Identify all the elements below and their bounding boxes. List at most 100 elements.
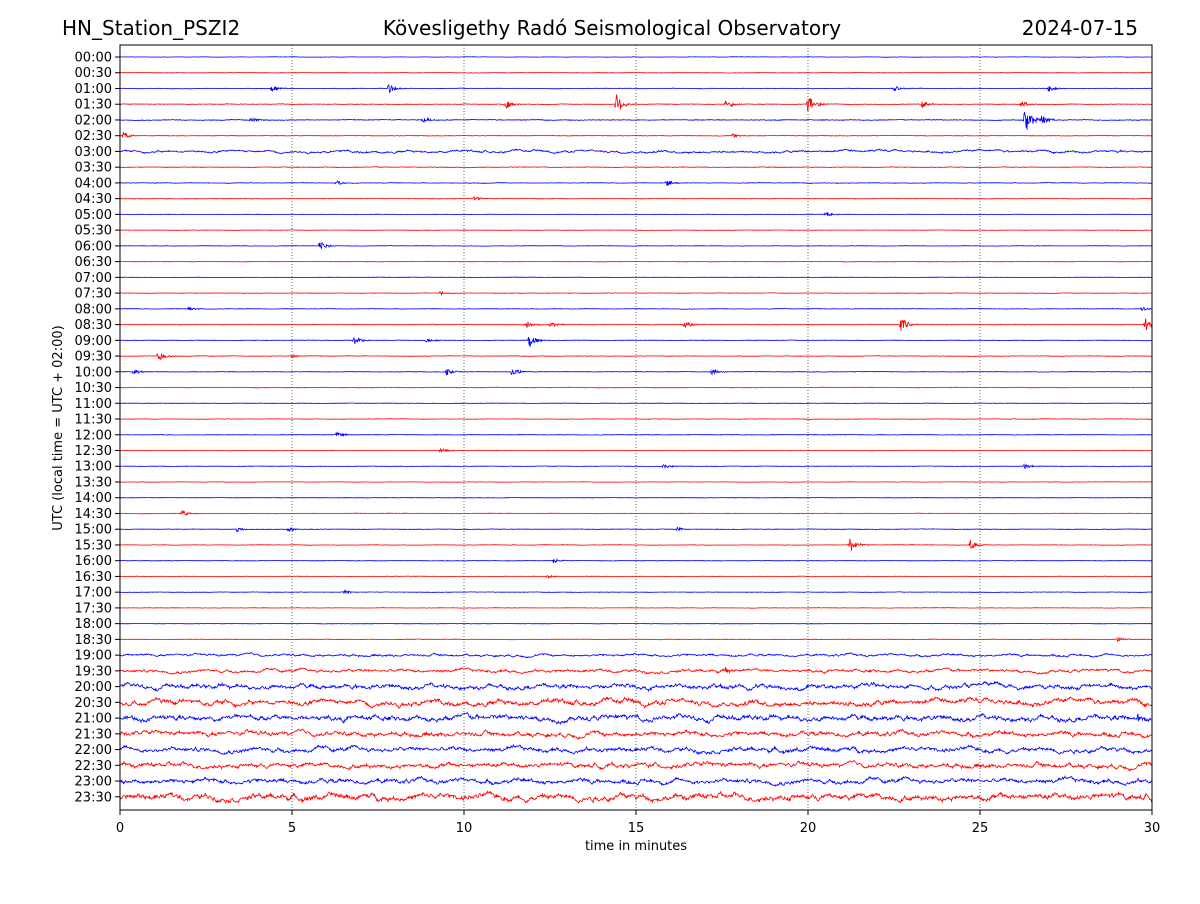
trace-2330 [119, 790, 1153, 804]
y-tick-label: 02:00 [75, 113, 112, 128]
trace-0930 [119, 353, 1153, 361]
trace-2000 [119, 680, 1153, 693]
y-tick-label: 17:00 [75, 586, 112, 601]
y-tick-label: 11:00 [75, 397, 112, 412]
y-tick-label: 07:00 [75, 271, 112, 286]
y-tick-label: 03:30 [75, 161, 112, 176]
date-title: 2024-07-15 [1022, 16, 1138, 40]
trace-1100 [119, 402, 1153, 405]
y-tick-label: 20:30 [75, 696, 112, 711]
trace-1930 [119, 666, 1153, 675]
y-tick-label: 01:30 [75, 98, 112, 113]
y-tick-label: 08:30 [75, 318, 112, 333]
trace-1000 [120, 368, 1153, 376]
y-tick-label: 04:00 [75, 176, 112, 191]
y-tick-label: 06:00 [75, 239, 112, 254]
y-tick-label: 18:00 [75, 617, 112, 632]
y-tick-label: 15:30 [75, 538, 112, 553]
y-tick-label: 15:00 [75, 523, 112, 538]
trace-1400 [119, 496, 1152, 499]
trace-1800 [119, 622, 1153, 625]
y-tick-label: 10:00 [75, 365, 112, 380]
trace-0100 [119, 84, 1153, 94]
y-tick-label: 19:30 [75, 664, 112, 679]
y-tick-label: 09:30 [75, 350, 112, 365]
trace-2300 [119, 775, 1153, 787]
y-tick-label: 03:00 [75, 145, 112, 160]
trace-1530 [119, 538, 1153, 551]
trace-1830 [119, 637, 1153, 643]
trace-1030 [119, 386, 1153, 389]
trace-1630 [119, 574, 1153, 579]
y-tick-label: 12:00 [75, 428, 112, 443]
station-title: HN_Station_PSZI2 [62, 16, 240, 40]
y-tick-label: 14:00 [75, 491, 112, 506]
y-tick-label: 02:30 [75, 129, 112, 144]
x-tick-label: 5 [288, 821, 296, 836]
trace-1900 [119, 652, 1153, 659]
trace-0030 [120, 71, 1153, 74]
y-tick-label: 11:30 [75, 413, 112, 428]
trace-2200 [119, 743, 1153, 756]
trace-1200 [119, 430, 1153, 438]
trace-0700 [120, 276, 1153, 279]
trace-1500 [119, 526, 1152, 533]
trace-1430 [119, 509, 1153, 516]
y-tick-label: 05:00 [75, 208, 112, 223]
trace-0400 [119, 180, 1153, 186]
trace-0600 [119, 241, 1153, 250]
trace-0900 [120, 336, 1153, 347]
chart-title: Kövesligethy Radó Seismological Observat… [383, 16, 841, 40]
trace-2230 [119, 760, 1153, 772]
y-tick-label: 16:30 [75, 570, 112, 585]
trace-0630 [119, 260, 1153, 263]
x-axis-label: time in minutes [585, 839, 687, 854]
trace-0500 [119, 211, 1153, 217]
y-tick-label: 21:30 [75, 727, 112, 742]
trace-0330 [120, 166, 1153, 169]
trace-1230 [119, 447, 1153, 453]
trace-2130 [119, 728, 1153, 740]
x-tick-label: 25 [972, 821, 989, 836]
trace-1700 [119, 589, 1152, 595]
trace-2100 [119, 712, 1153, 726]
y-tick-label: 22:30 [75, 759, 112, 774]
y-tick-label: 07:30 [75, 287, 112, 302]
trace-2030 [119, 696, 1153, 710]
trace-0200 [119, 111, 1153, 130]
trace-1300 [119, 462, 1153, 470]
trace-1730 [119, 607, 1153, 609]
y-tick-label: 22:00 [75, 743, 112, 758]
y-tick-label: 19:00 [75, 649, 112, 664]
trace-0300 [119, 148, 1152, 155]
y-tick-label: 13:30 [75, 475, 112, 490]
y-axis-label: UTC (local time = UTC + 02:00) [51, 325, 66, 530]
trace-1130 [120, 418, 1153, 420]
x-tick-label: 0 [116, 821, 124, 836]
y-tick-label: 08:00 [75, 302, 112, 317]
y-tick-label: 20:00 [75, 680, 112, 695]
trace-0130 [119, 93, 1153, 111]
y-tick-label: 04:30 [75, 192, 112, 207]
trace-0530 [119, 229, 1153, 231]
y-tick-label: 23:00 [75, 775, 112, 790]
y-tick-label: 18:30 [75, 633, 112, 648]
y-tick-label: 14:30 [75, 507, 112, 522]
y-tick-label: 05:30 [75, 224, 112, 239]
y-tick-label: 12:30 [75, 444, 112, 459]
x-tick-label: 15 [628, 821, 645, 836]
trace-0730 [119, 290, 1153, 297]
trace-0800 [120, 305, 1153, 312]
y-tick-label: 01:00 [75, 82, 112, 97]
y-tick-label: 06:30 [75, 255, 112, 270]
x-tick-label: 20 [800, 821, 817, 836]
x-tick-label: 10 [456, 821, 473, 836]
trace-0830 [119, 318, 1153, 331]
plot-frame [119, 44, 1153, 811]
trace-0430 [120, 195, 1153, 201]
trace-0230 [119, 132, 1153, 138]
x-tick-label: 30 [1144, 821, 1161, 836]
y-tick-label: 00:00 [75, 51, 112, 66]
